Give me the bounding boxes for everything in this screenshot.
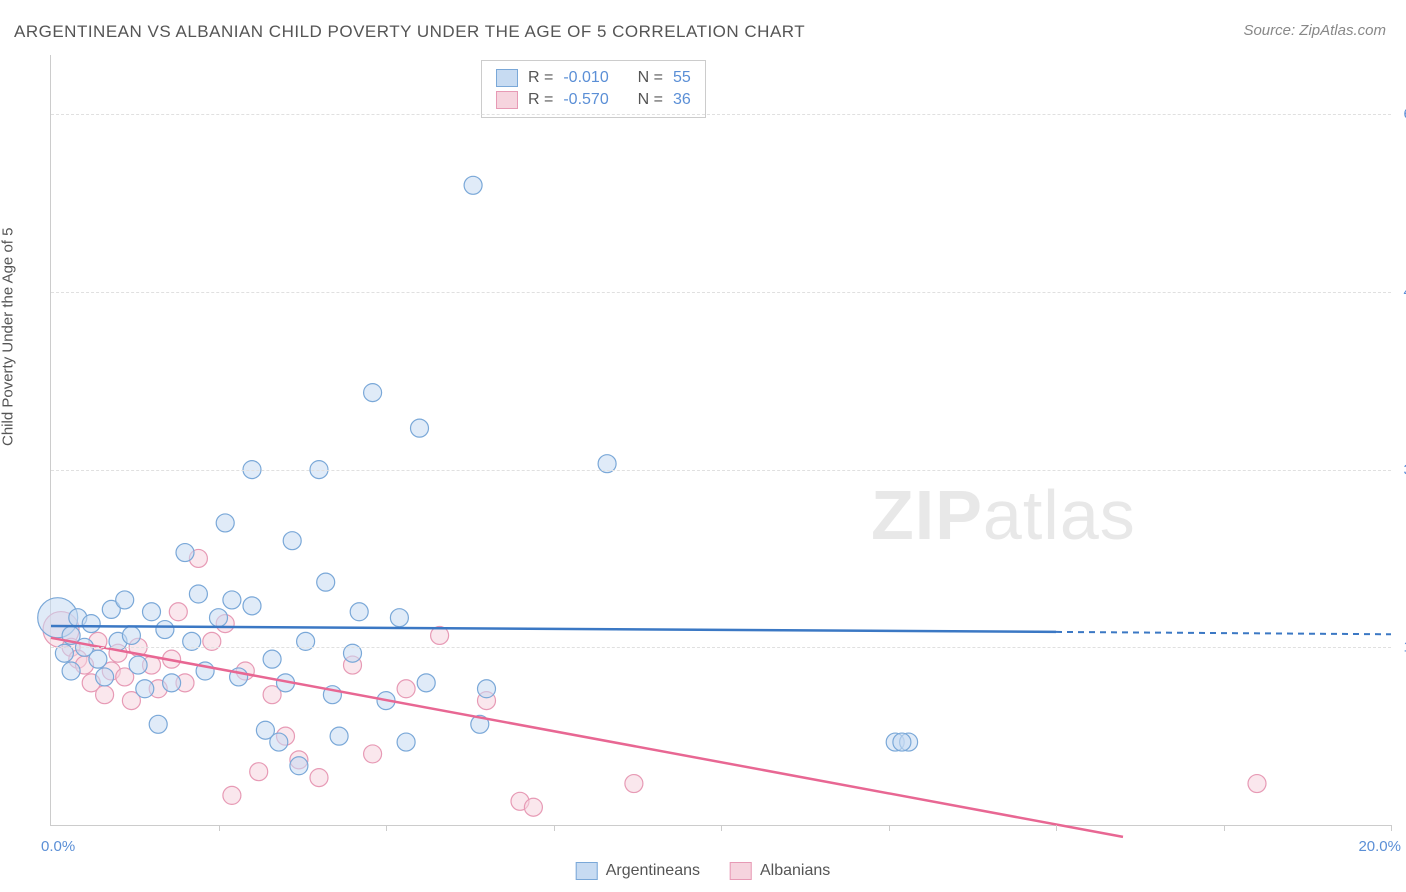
scatter-point-blue [223, 591, 241, 609]
scatter-point-blue [283, 532, 301, 550]
y-axis-label: Child Poverty Under the Age of 5 [0, 228, 17, 446]
scatter-point-pink [524, 798, 542, 816]
scatter-point-blue [122, 626, 140, 644]
x-tick [889, 825, 890, 831]
scatter-point-blue [397, 733, 415, 751]
scatter-point-blue [136, 680, 154, 698]
trend-line-blue [51, 626, 1056, 632]
legend-label: Argentineans [606, 862, 700, 880]
scatter-point-pink [169, 603, 187, 621]
x-origin-label: 0.0% [41, 838, 75, 855]
scatter-point-blue [411, 419, 429, 437]
chart-title: ARGENTINEAN VS ALBANIAN CHILD POVERTY UN… [14, 22, 805, 42]
scatter-point-blue [89, 650, 107, 668]
scatter-point-blue [189, 585, 207, 603]
grid-line [51, 114, 1391, 115]
grid-line [51, 470, 1391, 471]
scatter-point-pink [1248, 775, 1266, 793]
scatter-point-pink [250, 763, 268, 781]
scatter-point-blue [364, 384, 382, 402]
x-tick [721, 825, 722, 831]
scatter-point-blue [417, 674, 435, 692]
scatter-point-blue [893, 733, 911, 751]
x-tick [554, 825, 555, 831]
bottom-legend-item: Argentineans [576, 862, 700, 880]
scatter-point-blue [129, 656, 147, 674]
legend-swatch [576, 862, 598, 880]
scatter-point-blue [350, 603, 368, 621]
scatter-point-blue [156, 621, 174, 639]
scatter-point-blue [62, 662, 80, 680]
legend-swatch [730, 862, 752, 880]
scatter-point-pink [310, 769, 328, 787]
scatter-point-pink [625, 775, 643, 793]
scatter-point-blue [82, 615, 100, 633]
source-attribution: Source: ZipAtlas.com [1243, 22, 1386, 39]
scatter-point-blue [96, 668, 114, 686]
scatter-point-pink [364, 745, 382, 763]
scatter-point-pink [397, 680, 415, 698]
x-end-label: 20.0% [1358, 838, 1401, 855]
bottom-legend: Argentineans Albanians [576, 862, 831, 880]
scatter-point-blue [270, 733, 288, 751]
scatter-point-blue [317, 573, 335, 591]
scatter-point-blue [116, 591, 134, 609]
scatter-point-blue [243, 597, 261, 615]
trend-line-pink [51, 638, 1123, 837]
legend-label: Albanians [760, 862, 830, 880]
bottom-legend-item: Albanians [730, 862, 830, 880]
x-tick [1224, 825, 1225, 831]
scatter-point-blue [149, 715, 167, 733]
scatter-point-blue [163, 674, 181, 692]
x-tick [219, 825, 220, 831]
scatter-point-blue [210, 609, 228, 627]
x-tick [1056, 825, 1057, 831]
scatter-point-blue [464, 176, 482, 194]
scatter-point-blue [176, 544, 194, 562]
scatter-point-blue [478, 680, 496, 698]
grid-line [51, 647, 1391, 648]
x-tick [1391, 825, 1392, 831]
scatter-point-blue [290, 757, 308, 775]
scatter-point-blue [330, 727, 348, 745]
scatter-point-blue [263, 650, 281, 668]
plot-area: ZIPatlas R = -0.010 N = 55 R = -0.570 N … [50, 55, 1391, 826]
scatter-point-blue [143, 603, 161, 621]
trend-line-blue-dash [1056, 632, 1391, 634]
grid-line [51, 292, 1391, 293]
x-tick [386, 825, 387, 831]
scatter-point-pink [223, 786, 241, 804]
chart-svg [51, 55, 1391, 825]
scatter-point-pink [96, 686, 114, 704]
scatter-point-blue [216, 514, 234, 532]
scatter-point-blue [390, 609, 408, 627]
